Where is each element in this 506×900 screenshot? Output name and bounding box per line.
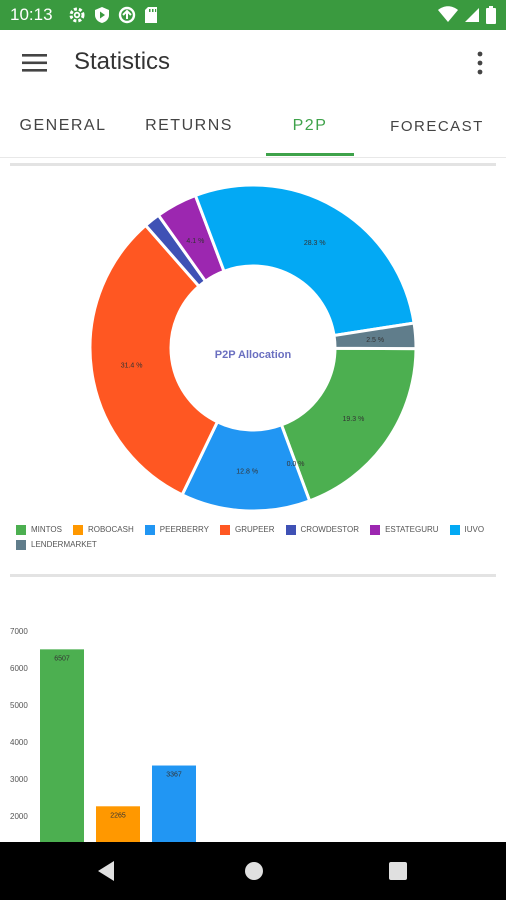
legend-item-peerberry: PEERBERRY — [144, 524, 209, 535]
tab-returns[interactable]: RETURNS — [126, 96, 252, 156]
legend-swatch — [219, 524, 230, 535]
legend-label: IUVO — [464, 525, 485, 534]
legend-item-crowdestor: CROWDESTOR — [285, 524, 360, 535]
p2p-allocation-chart: 19.3 % 0.0 % 12.8 % 31.4 % 4.1 % 28.3 % 2.5 % … — [0, 170, 506, 520]
cellular-icon — [465, 8, 479, 22]
legend-swatch — [72, 524, 83, 535]
y-tick-label: 6000 — [10, 664, 28, 673]
legend-label: GRUPEER — [234, 525, 275, 534]
legend-swatch — [144, 524, 155, 535]
legend-swatch — [16, 539, 26, 550]
y-tick-label: 2000 — [10, 812, 28, 821]
legend-swatch — [16, 524, 26, 535]
recents-icon[interactable] — [389, 862, 407, 880]
legend-item-lendermarket: LENDERMARKET — [16, 539, 97, 550]
section-divider — [10, 574, 496, 577]
donut-chart-svg: 19.3 %0.0 %12.8 %31.4 %4.1 % 28.3 %2.5 % … — [88, 183, 418, 513]
bar-value-label: 3367 — [166, 772, 182, 779]
bar-mintos[interactable] — [40, 649, 84, 842]
tab-label: FORECAST — [390, 117, 484, 135]
tab-p2p[interactable]: P2P — [252, 96, 368, 156]
donut-slice-iuvo[interactable] — [193, 183, 416, 338]
legend-label: CROWDESTOR — [300, 525, 360, 534]
hamburger-icon[interactable] — [22, 52, 48, 74]
donut-center-label: P2P Allocation — [215, 349, 292, 361]
tab-general[interactable]: GENERAL — [0, 96, 126, 156]
y-tick-label: 4000 — [10, 738, 28, 747]
donut-slice-grupeer[interactable] — [88, 223, 220, 497]
status-time: 10:13 — [10, 5, 53, 24]
bar-value-label: 6507 — [54, 655, 70, 662]
legend-swatch — [370, 524, 381, 535]
status-bar: 10:13 — [0, 0, 506, 30]
y-tick-label: 5000 — [10, 701, 28, 710]
shield-play-icon — [95, 7, 109, 23]
donut-slice-label: 0.0 % — [287, 461, 305, 468]
bar-value-label: 2265 — [110, 812, 126, 819]
status-system-icons — [438, 6, 496, 24]
legend-item-mintos: MINTOS — [16, 524, 62, 535]
legend-swatch — [449, 524, 460, 535]
back-icon[interactable] — [96, 860, 116, 882]
donut-slice-label: 4.1 % — [186, 238, 204, 245]
sync-icon — [118, 6, 136, 24]
legend-item-estateguru: ESTATEGURU — [370, 524, 439, 535]
chart-legend: MINTOS ROBOCASH PEERBERRY GRUPEER CROWDESTOR… — [16, 524, 496, 550]
tab-label: GENERAL — [19, 117, 107, 134]
legend-item-grupeer: GRUPEER — [219, 524, 275, 535]
tab-label: P2P — [292, 117, 328, 134]
y-tick-label: 3000 — [10, 775, 28, 784]
donut-slice-label: 28.3 % — [304, 240, 326, 247]
donut-slice-label: 12.8 % — [236, 468, 258, 475]
legend-label: LENDERMARKET — [31, 540, 97, 549]
section-divider — [10, 163, 496, 166]
status-notification-icons — [68, 6, 158, 24]
legend-label: PEERBERRY — [159, 525, 209, 534]
legend-label: ESTATEGURU — [385, 525, 439, 534]
tab-label: RETURNS — [145, 117, 233, 134]
donut-slice-label: 31.4 % — [121, 362, 143, 369]
legend-item-robocash: ROBOCASH — [72, 524, 134, 535]
wifi-icon — [438, 6, 458, 22]
p2p-bar-chart: 2000 3000 4000 5000 6000 7000 6507 2265 3367 — [0, 620, 506, 842]
donut-slice-mintos[interactable] — [279, 346, 418, 503]
battery-icon — [486, 6, 496, 24]
bar-chart-svg: 2000 3000 4000 5000 6000 7000 6507 2265 3367 — [10, 627, 196, 842]
home-icon[interactable] — [244, 861, 264, 881]
legend-swatch — [285, 524, 296, 535]
gear-icon — [69, 7, 85, 23]
donut-slice-label: 19.3 % — [343, 416, 365, 423]
donut-slice-label: 2.5 % — [366, 337, 384, 344]
tab-bar: GENERAL RETURNS P2P FORECAST — [0, 96, 506, 158]
page-title: Statistics — [74, 48, 171, 75]
system-nav-bar — [0, 842, 506, 900]
app-bar: Statistics — [0, 30, 506, 96]
bar-robocash[interactable] — [96, 806, 140, 842]
more-vert-icon[interactable] — [474, 50, 486, 76]
active-tab-indicator — [266, 153, 354, 156]
y-tick-label: 7000 — [10, 627, 28, 636]
donut-slice-lendermarket[interactable] — [332, 321, 418, 351]
legend-item-iuvo: IUVO — [449, 524, 485, 535]
sd-card-icon — [145, 7, 157, 23]
legend-label: MINTOS — [31, 525, 62, 534]
bar-peerberry[interactable] — [152, 765, 196, 842]
tab-forecast[interactable]: FORECAST — [368, 96, 506, 156]
legend-label: ROBOCASH — [87, 525, 134, 534]
